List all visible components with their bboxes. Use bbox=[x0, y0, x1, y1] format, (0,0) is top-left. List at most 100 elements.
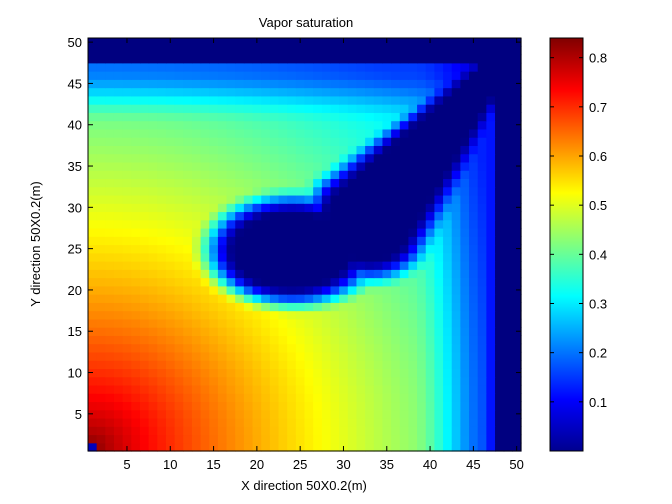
heatmap-cell bbox=[304, 219, 314, 229]
heatmap-cell bbox=[417, 252, 427, 262]
heatmap-cell bbox=[157, 46, 167, 56]
heatmap-cell bbox=[105, 236, 115, 246]
heatmap-cell bbox=[139, 277, 150, 287]
heatmap-cell bbox=[339, 277, 349, 287]
heatmap-cell bbox=[269, 227, 280, 237]
heatmap-cell bbox=[122, 335, 132, 345]
heatmap-cell bbox=[96, 294, 106, 303]
heatmap-cell bbox=[105, 327, 115, 336]
heatmap-cell bbox=[373, 434, 384, 444]
heatmap-cell bbox=[148, 244, 158, 254]
heatmap-cell bbox=[365, 376, 375, 386]
heatmap-cell bbox=[469, 409, 479, 419]
heatmap-cell bbox=[339, 62, 349, 72]
heatmap-cell bbox=[321, 335, 332, 345]
heatmap-cell bbox=[434, 128, 444, 138]
heatmap-cell bbox=[165, 46, 176, 56]
heatmap-cell bbox=[139, 417, 150, 427]
heatmap-cell bbox=[469, 310, 479, 320]
heatmap-cell bbox=[373, 368, 384, 378]
heatmap-cell bbox=[356, 384, 366, 394]
heatmap-cell bbox=[460, 401, 470, 411]
heatmap-cell bbox=[356, 236, 366, 246]
heatmap-cell bbox=[417, 351, 427, 361]
heatmap-cell bbox=[503, 426, 513, 436]
heatmap-cell bbox=[174, 393, 184, 403]
heatmap-cell bbox=[512, 170, 522, 180]
heatmap-cell bbox=[469, 203, 479, 213]
heatmap-cell bbox=[495, 153, 505, 163]
heatmap-cell bbox=[252, 178, 262, 188]
heatmap-cell bbox=[408, 368, 418, 378]
heatmap-cell bbox=[391, 442, 401, 452]
heatmap-cell bbox=[88, 384, 98, 394]
heatmap-cell bbox=[139, 252, 150, 262]
heatmap-cell bbox=[105, 46, 115, 56]
heatmap-cell bbox=[313, 178, 323, 188]
heatmap-cell bbox=[88, 178, 98, 188]
heatmap-cell bbox=[269, 87, 280, 97]
heatmap-cell bbox=[417, 178, 427, 188]
heatmap-cell bbox=[157, 95, 167, 105]
heatmap-cell bbox=[96, 269, 106, 279]
heatmap-cell bbox=[105, 285, 115, 295]
heatmap-cell bbox=[425, 46, 435, 56]
heatmap-cell bbox=[347, 161, 358, 171]
colorbar-tick-label: 0.1 bbox=[589, 395, 607, 410]
heatmap-cell bbox=[217, 227, 228, 237]
heatmap-cell bbox=[261, 426, 271, 436]
heatmap-cell bbox=[356, 442, 366, 452]
heatmap-cell bbox=[217, 335, 228, 345]
heatmap-cell bbox=[122, 318, 132, 328]
heatmap-cell bbox=[408, 261, 418, 270]
heatmap-cell bbox=[408, 360, 418, 369]
heatmap-cell bbox=[451, 46, 461, 56]
heatmap-cell bbox=[339, 384, 349, 394]
heatmap-cell bbox=[243, 79, 254, 89]
heatmap-cell bbox=[243, 277, 254, 287]
heatmap-cell bbox=[183, 120, 193, 130]
heatmap-cell bbox=[88, 393, 98, 403]
heatmap-cell bbox=[330, 393, 340, 403]
heatmap-cell bbox=[287, 417, 297, 427]
heatmap-cell bbox=[217, 71, 228, 80]
heatmap-cell bbox=[417, 434, 427, 444]
heatmap-cell bbox=[217, 417, 228, 427]
heatmap-cell bbox=[209, 409, 219, 419]
heatmap-cell bbox=[295, 269, 306, 279]
heatmap-cell bbox=[96, 335, 106, 345]
heatmap-cell bbox=[139, 46, 150, 56]
heatmap-cell bbox=[399, 137, 410, 146]
heatmap-cell bbox=[157, 318, 167, 328]
heatmap-cell bbox=[434, 186, 444, 196]
heatmap-cell bbox=[460, 95, 470, 105]
heatmap-cell bbox=[235, 104, 245, 113]
heatmap-cell bbox=[339, 269, 349, 279]
heatmap-cell bbox=[495, 310, 505, 320]
heatmap-cell bbox=[382, 310, 392, 320]
heatmap-cell bbox=[373, 203, 384, 213]
heatmap-cell bbox=[486, 71, 496, 80]
heatmap-cell bbox=[278, 360, 288, 369]
heatmap-cell bbox=[209, 161, 219, 171]
heatmap-cell bbox=[443, 434, 453, 444]
heatmap-cell bbox=[373, 302, 384, 312]
heatmap-cell bbox=[460, 112, 470, 122]
x-tick-label: 10 bbox=[163, 457, 177, 472]
heatmap-cell bbox=[105, 426, 115, 436]
heatmap-cell bbox=[88, 227, 98, 237]
heatmap-cell bbox=[330, 277, 340, 287]
heatmap-cell bbox=[235, 277, 245, 287]
heatmap-cell bbox=[165, 112, 176, 122]
heatmap-cell bbox=[365, 417, 375, 427]
heatmap-cell bbox=[443, 104, 453, 113]
heatmap-cell bbox=[356, 219, 366, 229]
heatmap-cell bbox=[96, 95, 106, 105]
heatmap-cell bbox=[399, 236, 410, 246]
heatmap-cell bbox=[96, 343, 106, 353]
heatmap-cell bbox=[365, 104, 375, 113]
heatmap-cell bbox=[295, 170, 306, 180]
heatmap-cell bbox=[477, 376, 487, 386]
heatmap-cell bbox=[217, 153, 228, 163]
heatmap-cell bbox=[425, 277, 435, 287]
